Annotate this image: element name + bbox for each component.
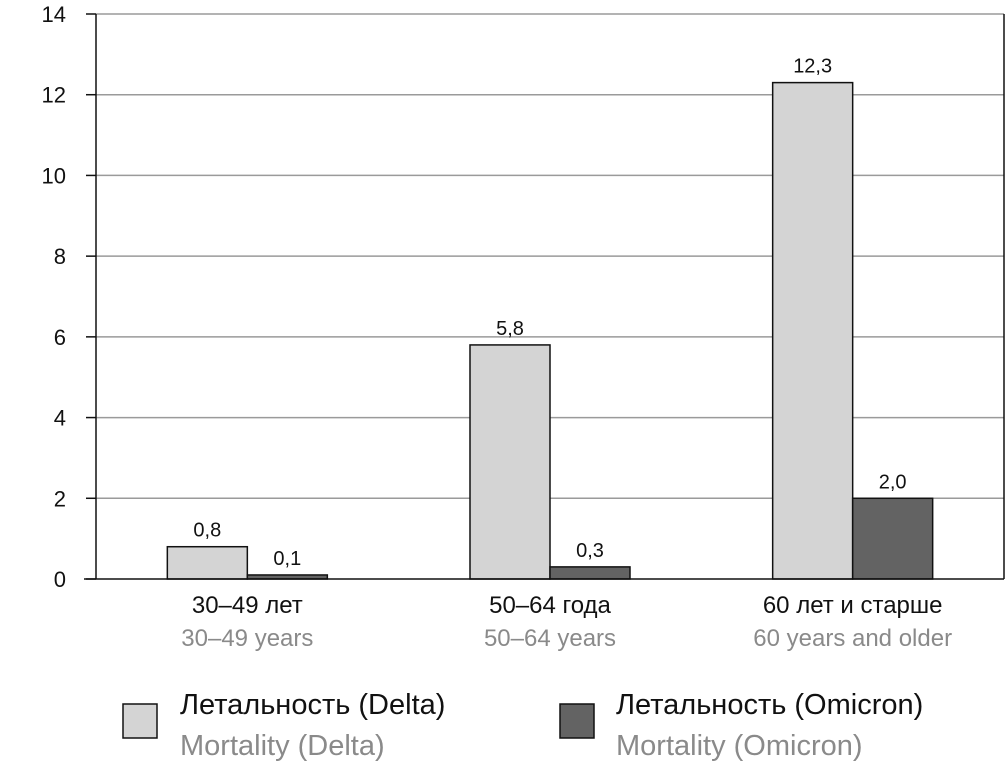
y-tick-label: 10 [42, 163, 66, 188]
data-labels: 0,8 0,1 5,8 0,3 12,3 2,0 [193, 56, 906, 570]
legend: Летальность (Delta) Mortality (Delta) Ле… [122, 689, 923, 762]
y-tick-labels: 0 2 4 6 8 10 12 14 [42, 2, 66, 592]
bars [166, 81, 934, 580]
legend-swatch-omicron [559, 703, 595, 739]
y-tick-label: 14 [42, 2, 66, 27]
x-category-label-en: 30–49 years [181, 625, 313, 652]
legend-label-delta: Летальность (Delta) [180, 689, 445, 721]
x-category-label: 60 лет и старше [763, 592, 943, 619]
gridlines [96, 13, 1004, 500]
y-tick-label: 12 [42, 83, 66, 108]
bar [549, 566, 631, 580]
y-tick-label: 0 [54, 567, 66, 592]
axes [84, 13, 1005, 580]
data-label: 2,0 [879, 471, 907, 493]
x-category-label-en: 50–64 years [484, 625, 616, 652]
data-label: 0,3 [576, 540, 604, 562]
legend-label-omicron: Летальность (Omicron) [616, 689, 923, 721]
bar [469, 344, 551, 580]
legend-label-omicron-en: Mortality (Omicron) [616, 730, 863, 762]
bar [771, 81, 854, 580]
data-label: 0,8 [193, 520, 221, 542]
bar [851, 497, 934, 580]
category-labels: 30–49 лет 30–49 years 50–64 года 50–64 year… [181, 592, 952, 652]
bar [166, 545, 249, 580]
x-category-label: 30–49 лет [192, 592, 303, 619]
data-label: 5,8 [496, 318, 524, 340]
data-label: 12,3 [793, 56, 832, 78]
legend-label-delta-en: Mortality (Delta) [180, 730, 385, 762]
legend-swatch-delta [122, 703, 158, 739]
y-tick-label: 8 [54, 244, 66, 269]
y-tick-label: 4 [54, 406, 66, 431]
y-tick-label: 2 [54, 486, 66, 511]
x-category-label: 50–64 года [489, 592, 611, 619]
x-category-label-en: 60 years and older [753, 625, 952, 652]
data-label: 0,1 [273, 548, 301, 570]
y-tick-label: 6 [54, 325, 66, 350]
